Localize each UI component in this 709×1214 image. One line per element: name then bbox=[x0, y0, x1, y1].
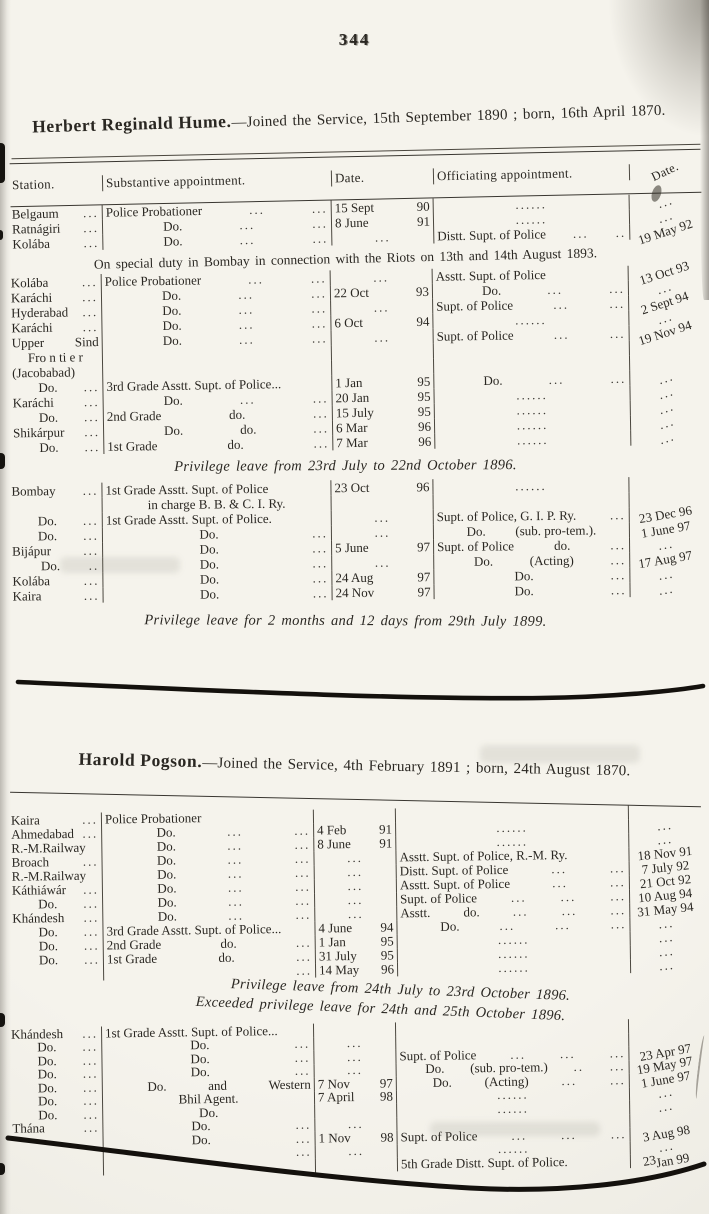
table-cell: Kaira... bbox=[10, 587, 104, 604]
table-cell: ... bbox=[657, 956, 676, 974]
table-cell: Do.... bbox=[434, 582, 631, 600]
table-cell: 5 June 97 bbox=[332, 539, 435, 556]
table-cell: ... bbox=[332, 228, 435, 246]
table-cell: ... bbox=[656, 397, 676, 417]
table-cell: ...... bbox=[397, 959, 632, 977]
table-cell: Distt. Supt. of Police..... bbox=[434, 224, 631, 244]
table-cell bbox=[331, 343, 434, 361]
table-cell: ... bbox=[331, 509, 434, 526]
table-cell: ... bbox=[656, 1097, 675, 1115]
table-cell: ... bbox=[331, 328, 434, 346]
table-cell: 23 Dec 96 bbox=[637, 501, 693, 526]
table-cell bbox=[629, 1018, 700, 1032]
table-cell: Karáchi... bbox=[9, 319, 103, 336]
section-divider-rule bbox=[15, 679, 706, 701]
table-cell: Upper Sind bbox=[9, 334, 103, 351]
bleed-through-smudge bbox=[430, 1122, 600, 1136]
record-name: Herbert Reginald Hume. bbox=[31, 110, 232, 137]
header-station: Station. bbox=[9, 175, 104, 194]
table-cell bbox=[9, 497, 103, 514]
header-substantive: Substantive appointment. bbox=[102, 170, 333, 192]
table-cell: Do.... bbox=[103, 585, 333, 603]
table-cell: ... bbox=[656, 382, 676, 402]
table-cell: ... bbox=[655, 191, 675, 211]
binding-mark bbox=[0, 143, 5, 183]
note-privilege-leave-1899: Privilege leave for 2 months and 12 days… bbox=[144, 612, 547, 630]
header-date-2: Date. bbox=[649, 158, 681, 184]
table-cell: ... bbox=[655, 367, 676, 387]
table-cell: ... bbox=[656, 412, 677, 432]
table-cell: Bombay... bbox=[9, 482, 103, 499]
record-name: Harold Pogson. bbox=[78, 748, 203, 772]
binding-mark bbox=[0, 1163, 5, 1175]
table-cell: 13 Oct 93 bbox=[637, 257, 691, 288]
table-cell: 24 Nov 97 bbox=[332, 584, 435, 601]
page-bottom-curve bbox=[5, 1135, 707, 1192]
table-cell: 19 May 92 bbox=[636, 215, 695, 247]
table-cell bbox=[331, 494, 434, 511]
table-cell: Do.... bbox=[10, 952, 105, 968]
table-cell: Kolába... bbox=[10, 234, 104, 252]
table-cell: Do.... bbox=[11, 439, 105, 456]
table-cell: 7 April 98 bbox=[314, 1089, 398, 1105]
table-cell: Kolába... bbox=[10, 572, 104, 589]
table-cell: 22 Oct 93 bbox=[330, 283, 434, 301]
binding-mark bbox=[0, 453, 5, 469]
pogson-record: Harold Pogson.—Joined the Service, 4th F… bbox=[0, 748, 709, 1177]
table-cell: ... bbox=[656, 427, 677, 447]
hume-table-section-3: Bombay... 1st Grade Asstt. Supt. of Polic… bbox=[9, 476, 701, 604]
right-edge-shadow bbox=[700, 0, 709, 300]
bleed-through-smudge bbox=[480, 745, 640, 763]
header-officiating: Officiating appointment. bbox=[433, 164, 631, 185]
table-cell bbox=[630, 355, 701, 371]
table-cell: 23 Oct 96 bbox=[331, 479, 434, 496]
hume-record: Herbert Reginald Hume.—Joined the Servic… bbox=[0, 103, 709, 630]
table-cell: 14 May 96 bbox=[315, 961, 399, 978]
record-heading-hume: Herbert Reginald Hume.—Joined the Servic… bbox=[32, 94, 709, 140]
table-cell bbox=[629, 476, 700, 492]
binding-mark bbox=[0, 230, 3, 240]
table-cell: 2 Sept 94 bbox=[638, 287, 691, 317]
record-heading-rest: —Joined the Service, 15th September 1890… bbox=[231, 102, 666, 131]
table-cell: ... bbox=[656, 580, 675, 598]
table-cell: 6 Oct 94 bbox=[331, 313, 434, 331]
binding-mark bbox=[0, 1013, 5, 1027]
table-cell: Fro n ti e r bbox=[9, 349, 104, 366]
pogson-table-section-1: Kaira... Police Probationer Ahmedabad... Do… bbox=[8, 804, 702, 982]
bleed-through-smudge bbox=[60, 557, 180, 573]
table-cell: 19 Nov 94 bbox=[636, 316, 694, 348]
table-cell: 7 Mar 96 bbox=[333, 433, 436, 451]
table-cell: Do.... bbox=[9, 512, 103, 529]
header-date: Date. bbox=[331, 168, 435, 187]
table-cell: Do....... bbox=[103, 230, 333, 250]
table-cell: Do.... bbox=[9, 527, 104, 544]
page-number: 344 bbox=[338, 30, 371, 49]
table-cell: 17 Aug 97 bbox=[637, 546, 694, 571]
table-cell: 1st Grade do.... bbox=[104, 435, 334, 454]
note-privilege-leave-1896: Privilege leave from 23rd July to 22nd O… bbox=[174, 457, 517, 475]
hume-table-section-2: Kolába... Police Probationer......... Asst… bbox=[8, 257, 703, 456]
table-cell: ...... bbox=[435, 430, 632, 449]
